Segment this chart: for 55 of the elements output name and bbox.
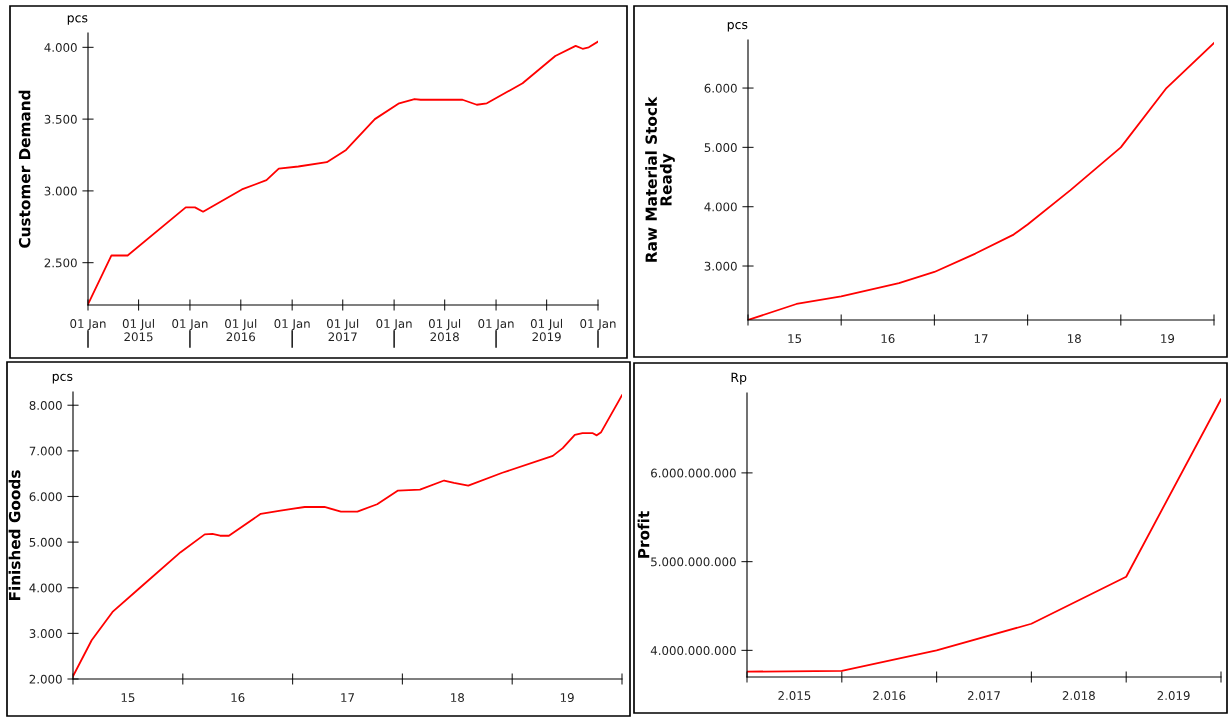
x-tick-label: 19 [560,693,574,703]
x-tick-label: 01 Jan [274,319,310,331]
y-tick-label: 5.000 [29,537,62,547]
x-tick-label: 2.016 [873,691,906,701]
y-tick-label: 2.500 [44,258,77,268]
y-tick-label: 8.000 [29,400,62,410]
y-tick-label: 4.000 [44,43,77,53]
y-tick-label: 3.000 [704,261,737,271]
line-series [747,398,1221,673]
y-axis-title: Finished Goods [8,470,21,601]
x-tick-label: 01 Jan [70,319,106,331]
x-tick-label: 01 Jan [172,319,208,331]
x-tick-label: 16 [881,334,895,344]
y-tick-label: 4.000.000.000 [650,646,736,656]
y-tick-label: 3.000 [44,186,77,196]
x-tick-label: 01 Jul 2018 [428,318,461,342]
y-axis-title: Raw Material Stock Ready [645,96,675,262]
x-tick-label: 2.019 [1157,691,1190,701]
x-tick-label: 19 [1161,334,1175,344]
y-tick-label: 4.000 [29,583,62,593]
y-tick-label: 2.000 [29,674,62,684]
y-tick-label: 3.500 [44,114,77,124]
y-tick-label: 6.000.000.000 [651,468,736,478]
x-tick-label: 01 Jul 2015 [122,318,154,342]
y-tick-label: 6.000 [704,83,737,93]
x-tick-label: 18 [451,693,464,703]
x-tick-label: 16 [231,693,245,703]
x-tick-label: 2.018 [1062,691,1095,701]
x-tick-label: 01 Jan [580,319,616,331]
y-axis-title: Profit [637,511,650,558]
y-tick-label: 4.000 [704,202,737,212]
text: pcs [52,373,73,384]
x-tick-label: 15 [121,693,135,703]
line-series [748,42,1214,320]
y-tick-label: 7.000 [29,446,62,456]
x-tick-label: 01 Jan [376,319,412,331]
x-tick-label: 01 Jul 2016 [225,318,257,342]
line-series [73,394,622,678]
x-tick-label: 17 [974,334,988,343]
x-tick-label: 01 Jul 2019 [530,318,563,342]
y-tick-label: 5.000.000.000 [651,557,736,567]
x-tick-label: 2.015 [778,691,811,701]
y-axis-title: Customer Demand [18,90,31,248]
text: Rp [731,372,747,385]
text: pcs [67,15,88,25]
text: pcs [727,22,748,32]
x-tick-label: 15 [788,334,802,344]
x-tick-label: 17 [341,693,354,702]
y-tick-label: 6.000 [29,492,62,502]
x-tick-label: 01 Jan [478,319,514,331]
x-tick-label: 18 [1067,334,1081,344]
y-tick-label: 3.000 [29,629,62,639]
x-tick-label: 2.017 [967,691,1000,701]
y-tick-label: 5.000 [704,143,737,153]
x-tick-label: 01 Jul 2017 [326,318,359,342]
